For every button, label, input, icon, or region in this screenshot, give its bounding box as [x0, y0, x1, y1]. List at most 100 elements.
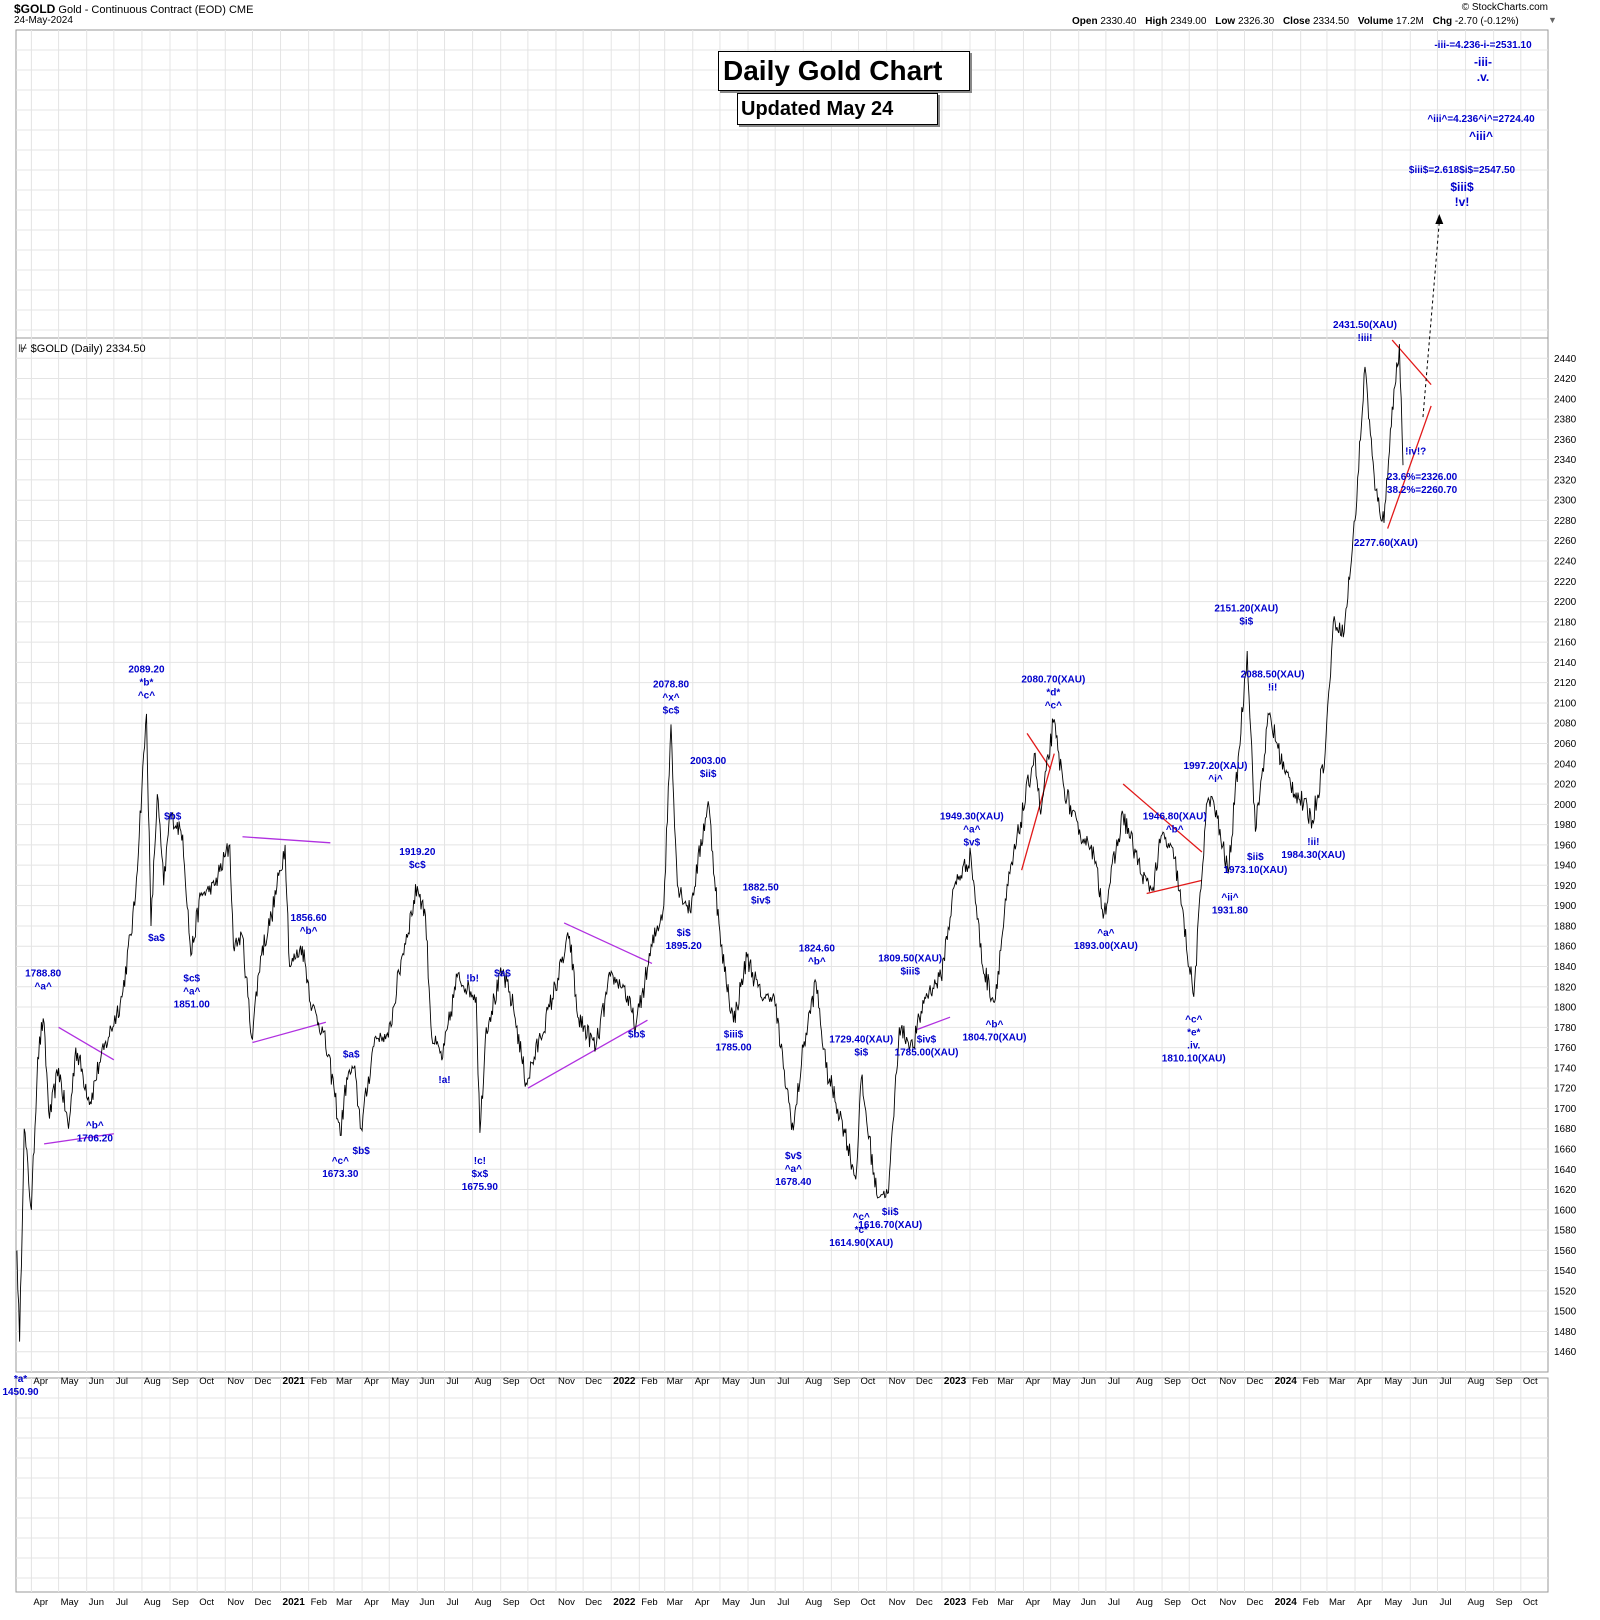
- annotation-line: 1946.80(XAU): [1143, 812, 1207, 823]
- x-tick-label: Sep: [503, 1597, 520, 1608]
- x-tick-label: Sep: [833, 1597, 850, 1608]
- x-tick-label: Aug: [1468, 1376, 1485, 1387]
- annotation-line: 1788.80: [25, 969, 62, 980]
- x-tick-label: May: [1384, 1376, 1402, 1387]
- x-tick-label: Feb: [972, 1376, 988, 1387]
- trendline: [1122, 783, 1203, 853]
- x-tick-label: Oct: [1523, 1376, 1538, 1387]
- annotation-line: 1616.70(XAU): [858, 1220, 922, 1231]
- y-tick-label: 2000: [1554, 800, 1577, 811]
- annotation-line: 1984.30(XAU): [1281, 850, 1345, 861]
- annotation-line: ^c^: [1185, 1014, 1202, 1025]
- chart-subtitle: Updated May 24: [737, 93, 938, 125]
- trendline: [43, 1133, 114, 1145]
- triangle-down-icon[interactable]: ▼: [1548, 15, 1557, 25]
- annotation-line: 1614.90(XAU): [829, 1238, 893, 1249]
- trendline: [1391, 339, 1432, 386]
- x-tick-label: Jul: [116, 1376, 128, 1387]
- x-tick-label: Jun: [419, 1376, 434, 1387]
- wave-annotation: $a$: [148, 933, 165, 944]
- wave-annotation: !ii! 1984.30(XAU): [1281, 837, 1345, 861]
- annotation-line: ^i^: [1208, 774, 1223, 785]
- annotation-line: $ii$: [882, 1207, 899, 1218]
- wave-annotation: ^c^ *e* .iv. 1810.10(XAU): [1162, 1014, 1226, 1064]
- annotation-line: ^c^: [332, 1156, 349, 1167]
- x-tick-label: Dec: [585, 1597, 602, 1608]
- trendline: [527, 1019, 648, 1089]
- x-tick-label: Oct: [1191, 1376, 1206, 1387]
- wave-annotation: 1919.20 $c$: [399, 847, 436, 871]
- annotation-line: $iv$: [917, 1035, 937, 1046]
- y-tick-label: 1820: [1554, 982, 1577, 993]
- wave-annotation: $c$ ^a^ 1851.00: [174, 974, 211, 1011]
- wave-annotation: 1856.60 ^b^: [291, 913, 328, 937]
- x-tick-label: May: [722, 1376, 740, 1387]
- trendline: [1146, 879, 1203, 895]
- quote-label: Close: [1282, 16, 1313, 27]
- y-tick-label: 2360: [1554, 435, 1577, 446]
- annotation-line: 2078.80: [653, 680, 690, 691]
- quote-label: High: [1145, 16, 1171, 27]
- y-tick-label: 2340: [1554, 455, 1577, 466]
- x-tick-label: Aug: [144, 1376, 161, 1387]
- annotation-line: ^a^: [183, 987, 200, 998]
- wave-annotation: 1809.50(XAU) $iii$: [878, 953, 942, 977]
- x-tick-label: Nov: [227, 1376, 244, 1387]
- symbol: $GOLD: [14, 2, 56, 16]
- x-tick-label: Jul: [447, 1597, 459, 1608]
- x-tick-label: Jun: [750, 1376, 765, 1387]
- y-tick-label: 1520: [1554, 1286, 1577, 1297]
- annotation-line: ^c^: [853, 1212, 870, 1223]
- y-tick-label: 2120: [1554, 678, 1577, 689]
- annotation-line: !c!: [474, 1156, 486, 1167]
- x-tick-label: Jun: [89, 1376, 104, 1387]
- chart-type-icon[interactable]: ⊮: [18, 343, 28, 355]
- y-tick-label: 1940: [1554, 861, 1577, 872]
- y-tick-label: 2280: [1554, 516, 1577, 527]
- x-tick-label: Feb: [641, 1376, 657, 1387]
- x-tick-label: Feb: [972, 1597, 988, 1608]
- annotation-line: !a!: [438, 1075, 450, 1086]
- x-tick-label: Nov: [558, 1597, 575, 1608]
- x-tick-label: Dec: [585, 1376, 602, 1387]
- x-tick-label: Oct: [1191, 1597, 1206, 1608]
- annotation-line: ^c^: [138, 691, 155, 702]
- y-tick-label: 2400: [1554, 394, 1577, 405]
- x-tick-label: Mar: [1329, 1376, 1345, 1387]
- y-tick-label: 2200: [1554, 597, 1577, 608]
- x-tick-label: Apr: [364, 1376, 379, 1387]
- y-tick-label: 1480: [1554, 1327, 1577, 1338]
- x-tick-label: Sep: [503, 1376, 520, 1387]
- x-tick-label: Mar: [336, 1376, 352, 1387]
- annotation-line: ^ii^: [1221, 893, 1238, 904]
- x-tick-label: Sep: [1164, 1376, 1181, 1387]
- annotation-line: ^a^: [785, 1164, 802, 1175]
- x-tick-label: Feb: [311, 1597, 327, 1608]
- x-tick-label: Sep: [172, 1376, 189, 1387]
- y-tick-label: 1840: [1554, 962, 1577, 973]
- x-tick-label: Nov: [1219, 1597, 1236, 1608]
- x-tick-label: Dec: [254, 1597, 271, 1608]
- x-tick-label: May: [1053, 1376, 1071, 1387]
- annotation-line: ^c^: [1045, 701, 1062, 712]
- annotation-line: ^a^: [1097, 928, 1114, 939]
- annotation-line: 1450.90: [2, 1387, 39, 1398]
- x-tick-label: Jun: [1081, 1376, 1096, 1387]
- annotation-line: 1824.60: [799, 943, 836, 954]
- annotation-line: !ii!: [1307, 837, 1319, 848]
- quote-value: 2330.40: [1100, 16, 1140, 27]
- annotation-line: 1678.40: [775, 1177, 812, 1188]
- wave-annotation: *a* 1450.90: [2, 1374, 39, 1398]
- wave-annotation: !b!: [466, 974, 479, 985]
- wave-annotation: $i$ 1895.20: [666, 928, 703, 952]
- annotation-line: !v!: [1455, 195, 1470, 209]
- panel-frame: [15, 1377, 1549, 1593]
- x-tick-label: Mar: [667, 1376, 683, 1387]
- annotation-line: 1882.50: [743, 882, 780, 893]
- annotation-line: 2088.50(XAU): [1241, 670, 1305, 681]
- annotation-line: .iv.: [1187, 1040, 1200, 1051]
- wave-annotation: $b$: [164, 812, 182, 823]
- x-tick-label: Dec: [1246, 1597, 1263, 1608]
- annotation-line: $b$: [164, 812, 182, 823]
- annotation-line: *c*: [855, 1225, 868, 1236]
